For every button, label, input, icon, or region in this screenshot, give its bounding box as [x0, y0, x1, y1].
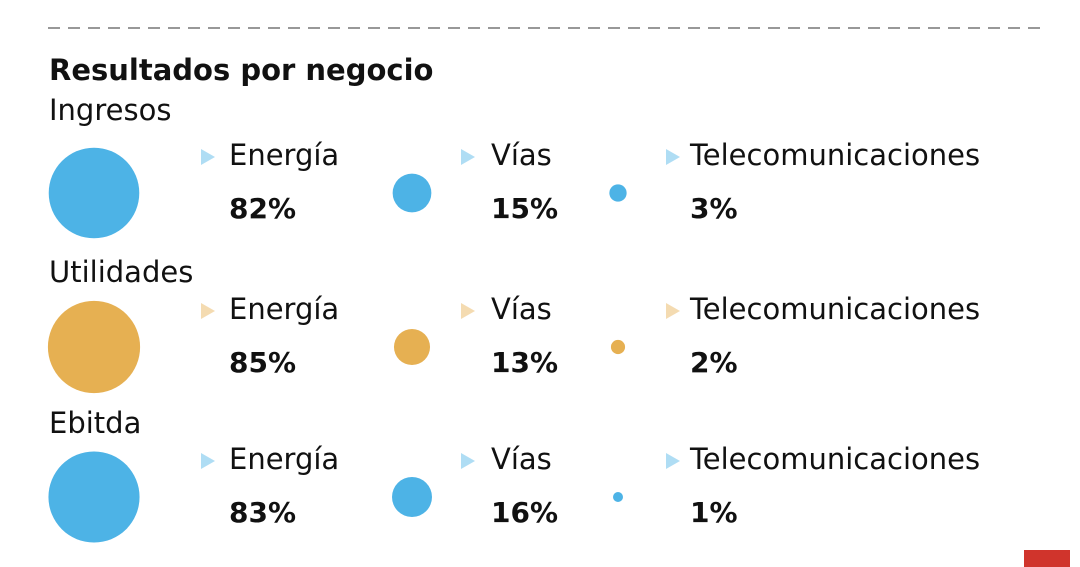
- marker-triangle: [461, 453, 475, 469]
- bubble: [393, 328, 431, 366]
- category-label: Telecomunicaciones: [689, 292, 980, 326]
- value-label: 83%: [229, 496, 296, 529]
- category-label: Telecomunicaciones: [689, 138, 980, 172]
- marker-triangle: [201, 303, 215, 319]
- marker-triangle: [666, 453, 680, 469]
- category-label: Vías: [491, 292, 552, 326]
- value-label: 15%: [491, 192, 558, 225]
- value-label: 85%: [229, 346, 296, 379]
- group-name: Ingresos: [49, 93, 171, 127]
- bubble: [613, 492, 623, 502]
- chart-title: Resultados por negocio: [49, 53, 433, 87]
- bubble: [610, 339, 626, 355]
- marker-triangle: [461, 303, 475, 319]
- category-label: Vías: [491, 442, 552, 476]
- marker-triangle: [666, 149, 680, 165]
- marker-triangle: [201, 453, 215, 469]
- bubble: [47, 300, 141, 394]
- bubble: [48, 147, 140, 239]
- category-label: Telecomunicaciones: [689, 442, 980, 476]
- bubble: [609, 184, 627, 202]
- category-label: Vías: [491, 138, 552, 172]
- bubble: [392, 173, 432, 213]
- category-label: Energía: [229, 292, 339, 326]
- group-name: Utilidades: [49, 255, 193, 289]
- bubble: [48, 451, 140, 543]
- bubble: [392, 477, 432, 517]
- value-label: 1%: [690, 496, 738, 529]
- value-label: 13%: [491, 346, 558, 379]
- value-label: 82%: [229, 192, 296, 225]
- category-label: Energía: [229, 442, 339, 476]
- value-label: 2%: [690, 346, 738, 379]
- logo: [1024, 550, 1070, 567]
- value-label: 16%: [491, 496, 558, 529]
- group-name: Ebitda: [49, 406, 141, 440]
- marker-triangle: [461, 149, 475, 165]
- marker-triangle: [666, 303, 680, 319]
- category-label: Energía: [229, 138, 339, 172]
- marker-triangle: [201, 149, 215, 165]
- value-label: 3%: [690, 192, 738, 225]
